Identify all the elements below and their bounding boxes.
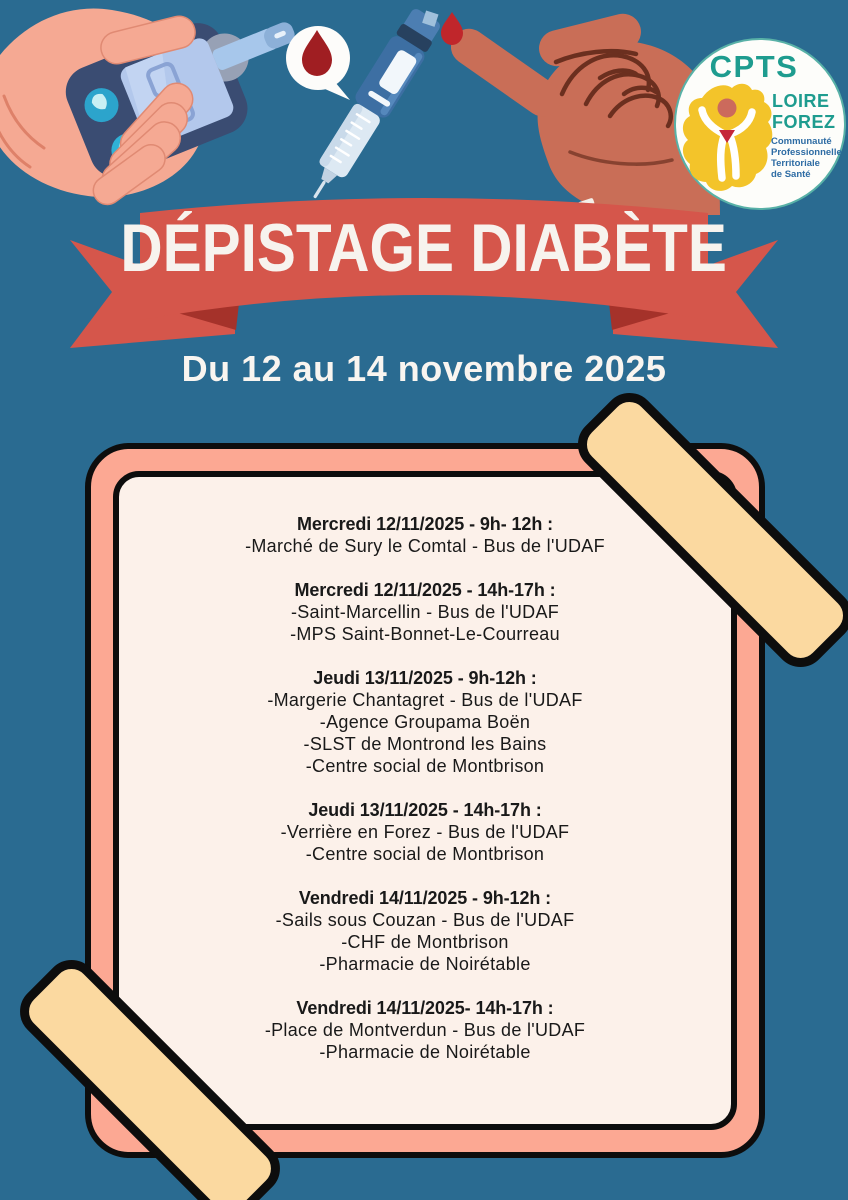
schedule-item: -Place de Montverdun - Bus de l'UDAF <box>264 1020 586 1040</box>
logo-region-line1: LOIRE <box>772 91 830 111</box>
fingertip-blood-drop-icon <box>441 12 463 45</box>
schedule-item: -Pharmacie de Noirétable <box>319 1042 531 1062</box>
schedule-date-header: Jeudi 13/11/2025 - 14h-17h : <box>308 800 542 820</box>
schedule-item: -MPS Saint-Bonnet-Le-Courreau <box>290 624 560 644</box>
logo-tagline-line: de Santé <box>771 169 811 180</box>
poster-title: DÉPISTAGE DIABÈTE <box>120 210 728 286</box>
schedule-date-header: Vendredi 14/11/2025 - 9h-12h : <box>298 888 552 908</box>
logo-region-line2: FOREZ <box>772 112 836 132</box>
gripping-fingers <box>92 15 196 206</box>
schedule-item: -Verrière en Forez - Bus de l'UDAF <box>280 822 570 842</box>
blood-drop-speech-bubble-icon <box>286 26 350 100</box>
schedule-date-header: Mercredi 12/11/2025 - 14h-17h : <box>294 580 556 600</box>
curled-finger-lines <box>553 48 673 129</box>
schedule-item: -Centre social de Montbrison <box>305 844 545 864</box>
schedule-block: Jeudi 13/11/2025 - 9h-12h : -Margerie Ch… <box>119 667 731 777</box>
glucose-meter-hand-illustration <box>0 8 295 206</box>
schedule-date-header: Mercredi 12/11/2025 - 9h- 12h : <box>296 514 554 534</box>
schedule-item: -Pharmacie de Noirétable <box>319 954 531 974</box>
pricked-finger-hand-illustration <box>422 10 720 215</box>
schedule-block: Mercredi 12/11/2025 - 9h- 12h : -Marché … <box>119 513 731 557</box>
logo-acronym: CPTS <box>710 49 799 84</box>
schedule-item: -SLST de Montrond les Bains <box>303 734 547 754</box>
schedule-list: Mercredi 12/11/2025 - 9h- 12h : -Marché … <box>119 477 731 1124</box>
schedule-item: -CHF de Montbrison <box>341 932 509 952</box>
logo-tagline-line: Professionnelle <box>771 147 842 158</box>
blood-drop-icon <box>302 30 332 76</box>
poster-subtitle: Du 12 au 14 novembre 2025 <box>181 348 667 389</box>
schedule-date-header: Jeudi 13/11/2025 - 9h-12h : <box>313 668 537 688</box>
schedule-card: Mercredi 12/11/2025 - 9h- 12h : -Marché … <box>85 443 765 1158</box>
schedule-item: -Sails sous Couzan - Bus de l'UDAF <box>275 910 575 930</box>
schedule-item: -Centre social de Montbrison <box>305 756 545 776</box>
schedule-date-header: Vendredi 14/11/2025- 14h-17h : <box>296 998 554 1018</box>
logo-tagline-line: Territoriale <box>771 158 820 169</box>
schedule-block: Vendredi 14/11/2025- 14h-17h : -Place de… <box>119 997 731 1063</box>
schedule-item: -Saint-Marcellin - Bus de l'UDAF <box>290 602 560 622</box>
logo-tagline-line: Communauté <box>771 136 832 147</box>
schedule-item: -Marché de Sury le Comtal - Bus de l'UDA… <box>245 536 605 556</box>
schedule-block: Jeudi 13/11/2025 - 14h-17h : -Verrière e… <box>119 799 731 865</box>
cpts-loire-forez-logo: CPTS LOIRE FOREZ Communauté Professionne… <box>674 38 846 210</box>
schedule-block: Mercredi 12/11/2025 - 14h-17h : -Saint-M… <box>119 579 731 645</box>
schedule-paper: Mercredi 12/11/2025 - 9h- 12h : -Marché … <box>113 471 737 1130</box>
schedule-item: -Agence Groupama Boën <box>319 712 531 732</box>
schedule-block: Vendredi 14/11/2025 - 9h-12h : -Sails so… <box>119 887 731 975</box>
ribbon-banner <box>70 198 778 348</box>
schedule-item: -Margerie Chantagret - Bus de l'UDAF <box>267 690 583 710</box>
